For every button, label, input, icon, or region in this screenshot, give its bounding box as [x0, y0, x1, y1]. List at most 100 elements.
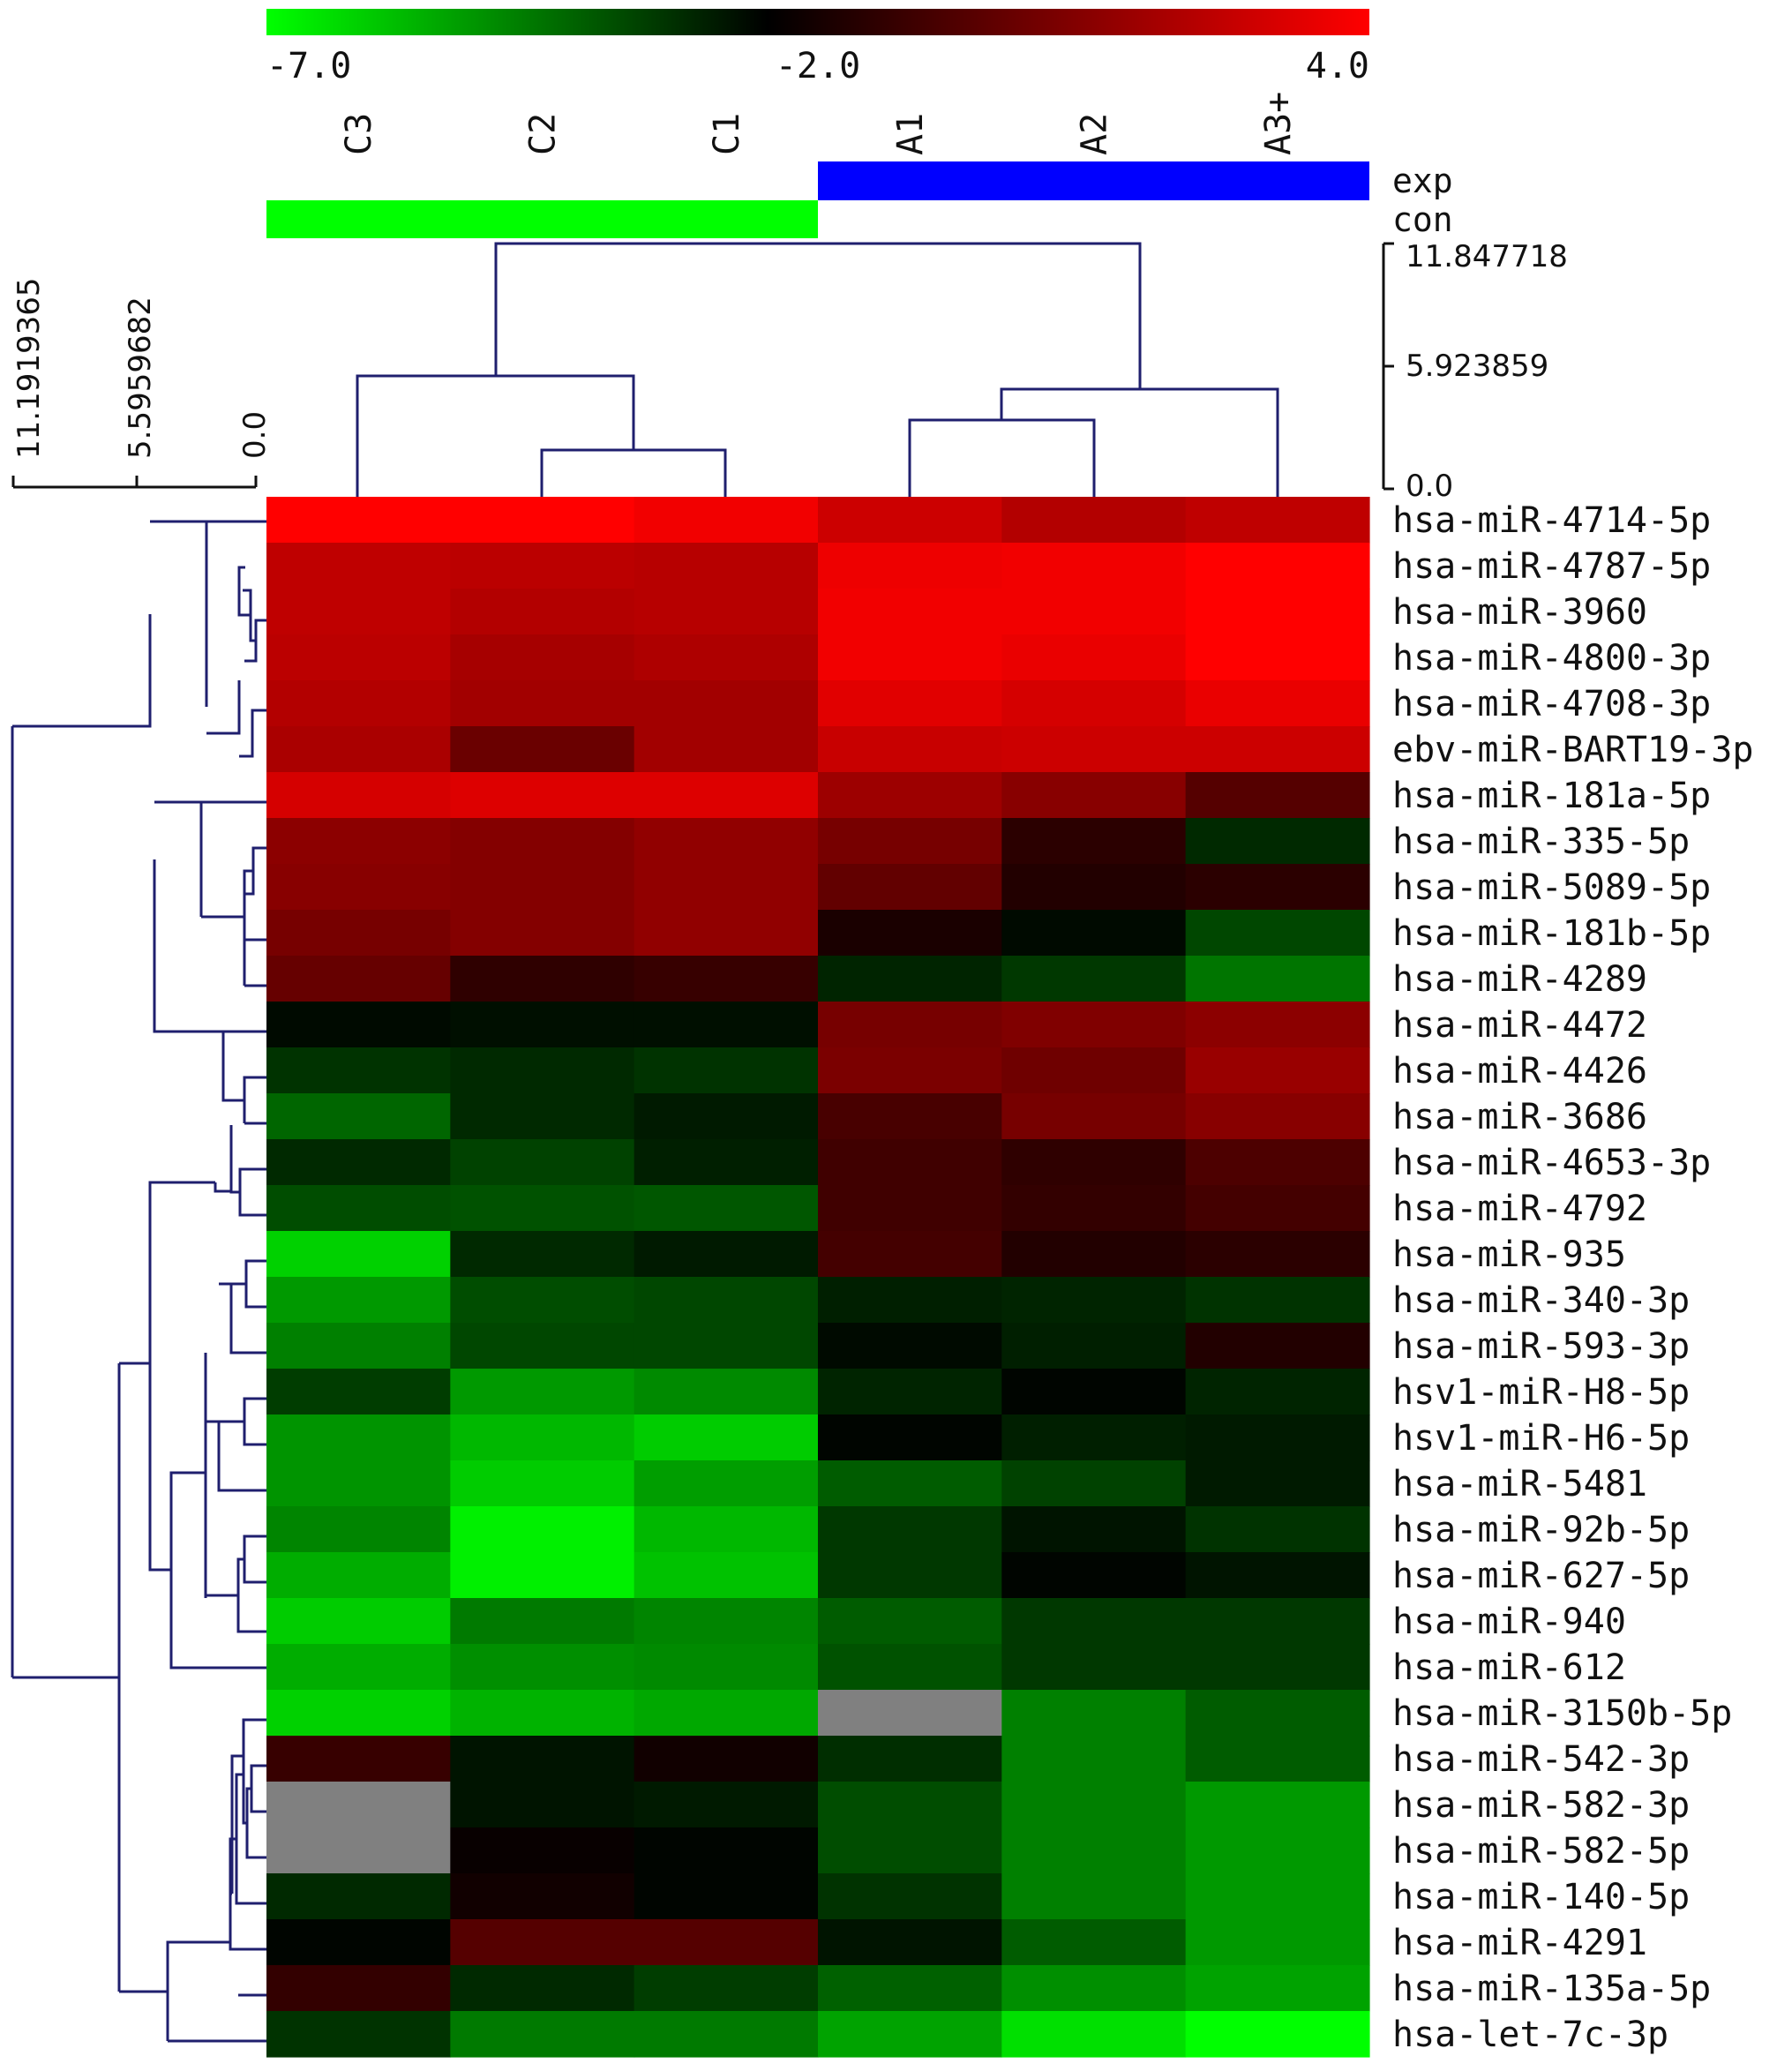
heatmap-cell — [634, 1460, 819, 1507]
heatmap-cell — [266, 1414, 451, 1461]
heatmap-cell — [634, 864, 819, 911]
row-label: ebv-miR-BART19-3p — [1392, 730, 1753, 770]
col-scale-tick-mid: 5.923859 — [1406, 349, 1548, 384]
heatmap-cell — [1001, 956, 1187, 1002]
column-label: A3+ — [1258, 92, 1299, 155]
heatmap-cell — [266, 1736, 451, 1782]
row-label: hsa-miR-4792 — [1392, 1189, 1647, 1229]
heatmap-cell — [634, 1323, 819, 1369]
heatmap-cell — [634, 1873, 819, 1920]
heatmap-cell — [450, 1782, 635, 1828]
heatmap-cell — [266, 2011, 451, 2058]
heatmap-cell — [266, 1002, 451, 1048]
row-label: hsa-miR-935 — [1392, 1234, 1626, 1275]
heatmap-cell — [1185, 1185, 1370, 1232]
heatmap-cell — [1185, 1231, 1370, 1278]
heatmap-cell — [1185, 818, 1370, 865]
heatmap-cell — [450, 1736, 635, 1782]
heatmap-cell — [634, 589, 819, 635]
heatmap-cell — [1001, 1139, 1187, 1186]
color-scale-bar — [266, 9, 1369, 35]
heatmap-cell — [450, 1002, 635, 1048]
heatmap-cell — [817, 680, 1002, 727]
row-label: hsa-miR-4787-5p — [1392, 546, 1711, 587]
heatmap-cell — [817, 543, 1002, 589]
heatmap-cell — [1001, 726, 1187, 773]
heatmap-cell — [817, 1827, 1002, 1874]
con-group-label: con — [1392, 200, 1453, 239]
heatmap-cell — [450, 956, 635, 1002]
heatmap-cell — [634, 543, 819, 589]
heatmap-cell — [817, 956, 1002, 1002]
heatmap-cell — [1185, 1139, 1370, 1186]
heatmap-cell — [634, 1690, 819, 1737]
heatmap-cell — [1001, 1323, 1187, 1369]
heatmap-cell — [1001, 543, 1187, 589]
heatmap-cell — [1185, 772, 1370, 819]
heatmap-cell — [450, 1506, 635, 1553]
heatmap-cell — [450, 1965, 635, 2012]
row-label: hsa-miR-4708-3p — [1392, 684, 1711, 724]
heatmap-cell — [817, 1369, 1002, 1415]
heatmap-cell — [1001, 1047, 1187, 1094]
heatmap-cell — [450, 1919, 635, 1966]
col-dendrogram-branches — [356, 242, 1279, 497]
heatmap-cell — [450, 818, 635, 865]
heatmap-cell — [817, 910, 1002, 957]
heatmap-cell — [817, 1002, 1002, 1048]
heatmap-cell — [817, 634, 1002, 681]
col-scale-axis — [1382, 242, 1394, 491]
row-label: hsa-miR-340-3p — [1392, 1280, 1690, 1321]
heatmap-cell — [1185, 1690, 1370, 1737]
heatmap-cell — [817, 864, 1002, 911]
heatmap-cell — [634, 1231, 819, 1278]
heatmap-cell — [634, 497, 819, 544]
scale-tick-mid: -2.0 — [776, 46, 860, 86]
heatmap-cell — [266, 726, 451, 773]
heatmap-cell — [1001, 1782, 1187, 1828]
heatmap-cell — [450, 2011, 635, 2058]
heatmap-cell — [450, 634, 635, 681]
row-label: hsa-miR-4714-5p — [1392, 500, 1711, 541]
heatmap-cell — [817, 1552, 1002, 1599]
heatmap-cell — [634, 1506, 819, 1553]
heatmap-cell — [1001, 1552, 1187, 1599]
heatmap-cell — [817, 1231, 1002, 1278]
heatmap-cell — [266, 1277, 451, 1324]
heatmap-cell — [634, 818, 819, 865]
row-scale-tick-mid: 5.5959682 — [123, 296, 158, 459]
heatmap-cell — [450, 1047, 635, 1094]
heatmap-cell — [817, 1644, 1002, 1691]
heatmap-cell — [634, 1002, 819, 1048]
heatmap-cell — [1001, 1736, 1187, 1782]
heatmap-cell — [266, 589, 451, 635]
heatmap-cell — [1001, 497, 1187, 544]
heatmap-cell — [450, 1644, 635, 1691]
heatmap-cell — [634, 1414, 819, 1461]
heatmap-cell — [266, 1965, 451, 2012]
heatmap-cell — [266, 956, 451, 1002]
heatmap-cell — [450, 1185, 635, 1232]
heatmap-cell — [1001, 1414, 1187, 1461]
heatmap-cell — [1185, 589, 1370, 635]
heatmap-cell — [266, 1552, 451, 1599]
heatmap-cell — [1001, 1827, 1187, 1874]
heatmap-cell — [450, 864, 635, 911]
heatmap-cell — [634, 1965, 819, 2012]
col-scale-tick-top: 11.847718 — [1406, 239, 1568, 274]
row-label: hsa-miR-582-3p — [1392, 1785, 1690, 1826]
row-scale-tick-zero: 0.0 — [237, 411, 273, 459]
row-label: hsa-miR-5481 — [1392, 1464, 1647, 1504]
heatmap-cell — [1185, 1644, 1370, 1691]
heatmap-cell — [1001, 1598, 1187, 1645]
heatmap-cell — [1001, 1460, 1187, 1507]
heatmap-cell — [817, 1093, 1002, 1140]
heatmap-cells — [266, 497, 1370, 2058]
heatmap-cell — [1001, 864, 1187, 911]
heatmap-cell — [266, 818, 451, 865]
heatmap-cell — [634, 910, 819, 957]
heatmap-cell — [450, 497, 635, 544]
heatmap-cell — [634, 1782, 819, 1828]
row-dendrogram — [11, 520, 266, 2043]
